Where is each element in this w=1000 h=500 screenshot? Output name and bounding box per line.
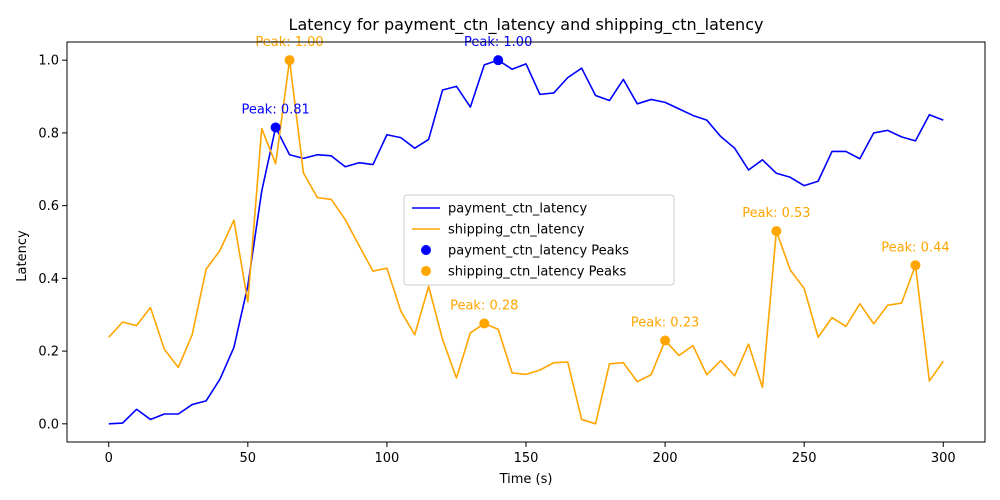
x-tick-label: 200 xyxy=(653,451,678,466)
peak-label: Peak: 0.23 xyxy=(631,316,699,331)
peak-marker-payment_ctn_latency xyxy=(493,55,504,66)
x-tick-label: 150 xyxy=(514,451,539,466)
legend-label: payment_ctn_latency Peaks xyxy=(448,244,629,259)
series-line-payment_ctn_latency xyxy=(108,59,944,425)
peak-marker-shipping_ctn_latency xyxy=(771,226,782,237)
x-tick-label: 100 xyxy=(374,451,399,466)
legend-box xyxy=(403,194,675,286)
y-tick-label: 0.2 xyxy=(38,345,59,360)
plot-area: Peak: 0.81 Peak: 1.00 Peak: 1.00 Peak: 0.28… xyxy=(38,35,986,466)
y-axis-title: Latency xyxy=(15,230,30,282)
peak-marker-shipping_ctn_latency xyxy=(660,335,671,346)
peak-marker-payment_ctn_latency xyxy=(270,122,281,133)
y-tick-label: 0.8 xyxy=(38,126,59,141)
y-tick-label: 0.0 xyxy=(38,417,59,432)
y-tick-label: 1.0 xyxy=(38,54,59,69)
x-tick-label: 50 xyxy=(240,451,257,466)
legend-label: shipping_ctn_latency xyxy=(448,223,585,238)
peak-label: Peak: 0.44 xyxy=(881,240,949,255)
y-tick-label: 0.6 xyxy=(38,199,59,214)
x-tick-label: 250 xyxy=(792,451,817,466)
peak-label: Peak: 0.81 xyxy=(241,102,309,117)
x-axis-title: Time (s) xyxy=(499,472,553,487)
chart-title: Latency for payment_ctn_latency and ship… xyxy=(289,15,764,35)
peak-marker-shipping_ctn_latency xyxy=(284,55,295,66)
legend-swatch-marker xyxy=(421,245,431,255)
x-tick-label: 0 xyxy=(105,451,113,466)
peak-label: Peak: 1.00 xyxy=(255,35,323,50)
peak-label: Peak: 0.28 xyxy=(450,298,518,313)
legend-label: payment_ctn_latency xyxy=(448,202,587,217)
peak-marker-shipping_ctn_latency xyxy=(479,318,490,329)
x-tick-label: 300 xyxy=(931,451,956,466)
series-line-shipping_ctn_latency xyxy=(108,59,944,425)
y-tick-label: 0.4 xyxy=(38,272,59,287)
legend-swatch-marker xyxy=(421,266,431,276)
peak-label: Peak: 0.53 xyxy=(742,206,810,221)
peak-label: Peak: 1.00 xyxy=(464,35,532,50)
legend-label: shipping_ctn_latency Peaks xyxy=(448,265,626,280)
peak-marker-shipping_ctn_latency xyxy=(910,260,921,271)
